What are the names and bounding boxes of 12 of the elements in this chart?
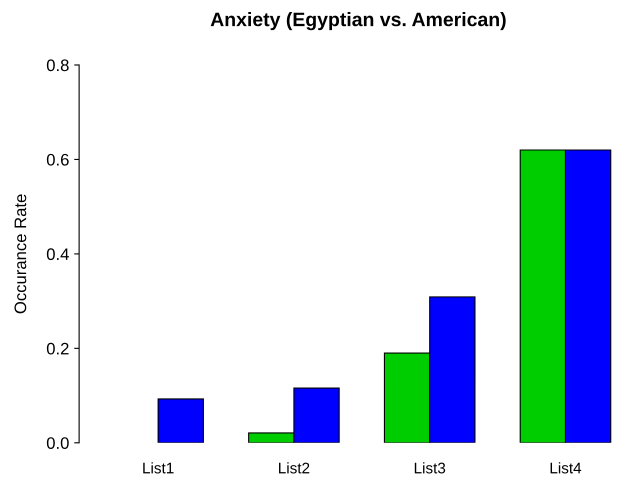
bar — [158, 398, 204, 443]
y-tick-label: 0.2 — [46, 342, 69, 355]
y-axis-title: Occurance Rate — [14, 194, 26, 314]
x-tick-label: List2 — [279, 462, 310, 474]
chart-title: Anxiety (Egyptian vs. American) — [210, 12, 506, 30]
y-tick-label: 0.8 — [46, 59, 69, 72]
x-tick-label: List4 — [550, 462, 582, 474]
y-tick-label: 0.6 — [46, 154, 69, 166]
y-tick-label: 0.4 — [46, 248, 69, 260]
x-tick-label: List1 — [143, 462, 174, 474]
y-tick-label: 0.0 — [46, 437, 69, 450]
x-tick-label: List3 — [414, 462, 446, 474]
